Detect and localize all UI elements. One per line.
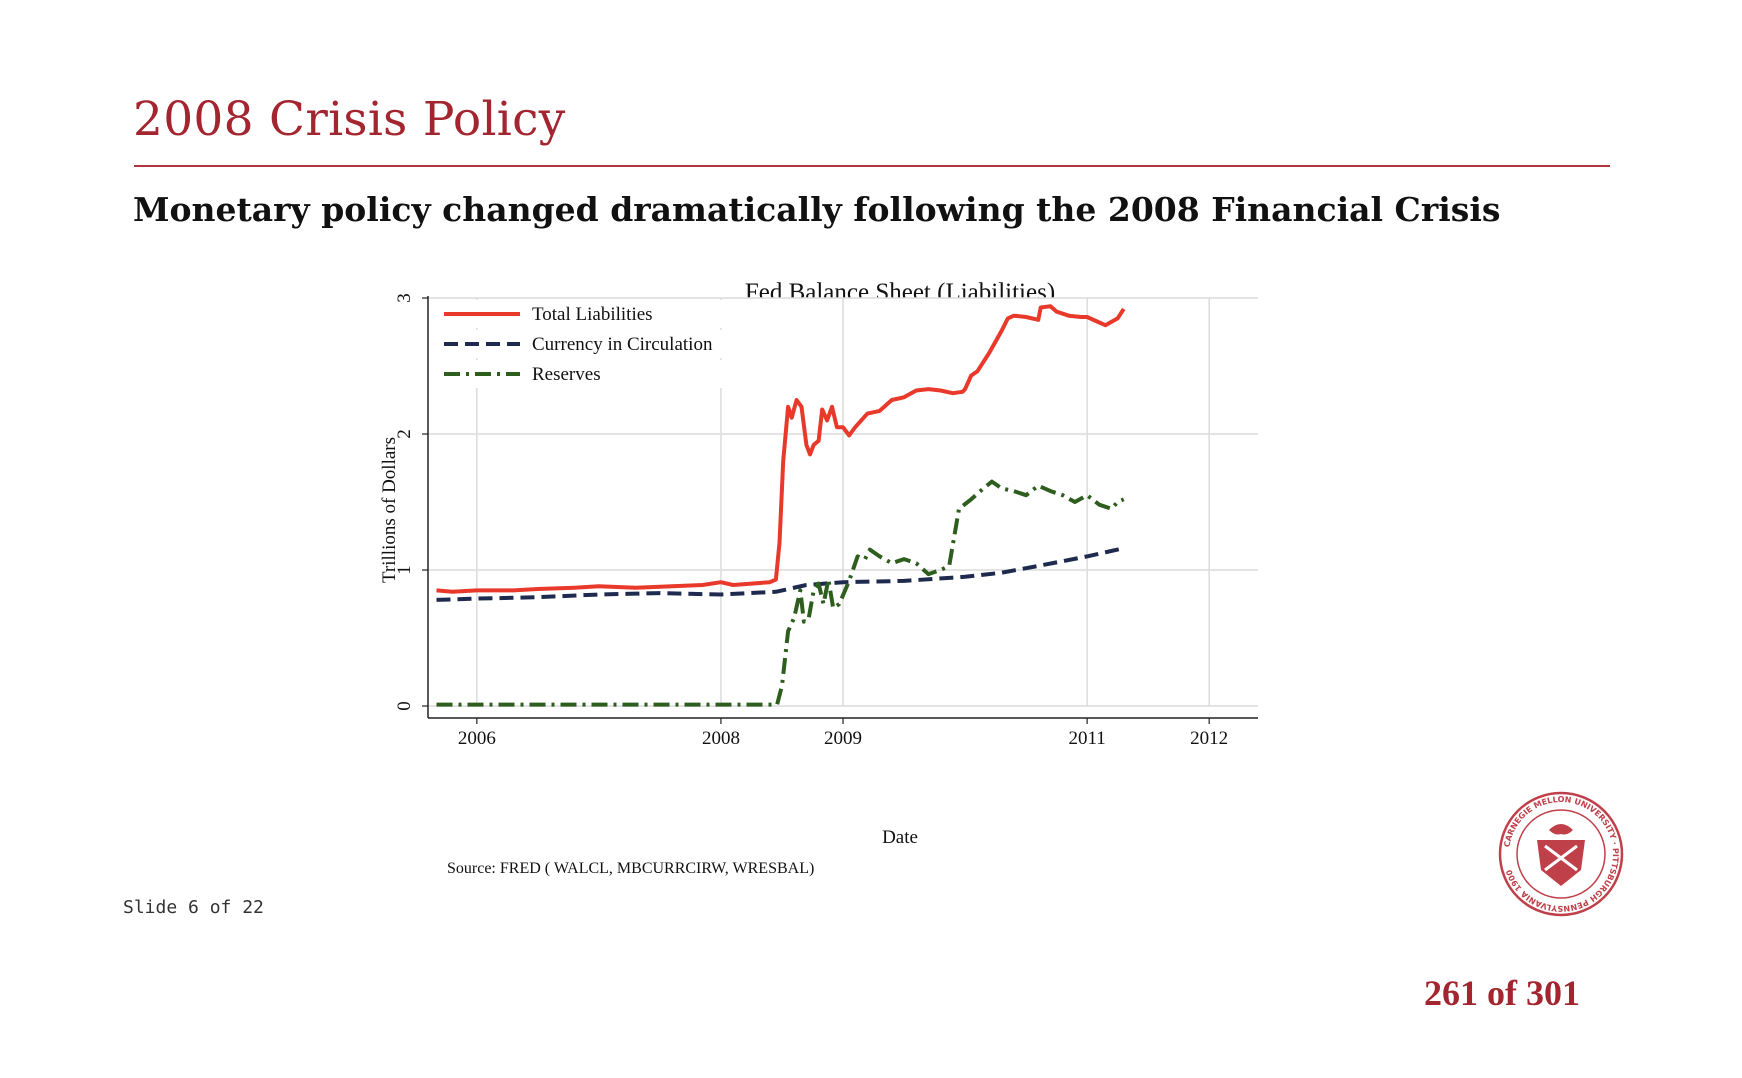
x-tick-label: 2008 xyxy=(702,728,740,749)
y-tick-label: 3 xyxy=(394,293,415,303)
slide-title: 2008 Crisis Policy xyxy=(133,92,566,147)
cmu-seal-logo: CARNEGIE MELLON UNIVERSITY · PITTSBURGH … xyxy=(1497,790,1625,918)
y-tick-label: 0 xyxy=(394,701,415,711)
x-tick-label: 2012 xyxy=(1190,728,1228,749)
title-divider xyxy=(134,165,1610,167)
legend: Total Liabilities Currency in Circulation… xyxy=(436,300,736,388)
x-tick-label: 2006 xyxy=(458,728,496,749)
page-count: 261 of 301 xyxy=(1424,972,1580,1014)
y-axis-label: Trillions of Dollars xyxy=(379,437,400,583)
legend-label: Currency in Circulation xyxy=(532,334,713,355)
gridlines xyxy=(428,298,1258,706)
x-tick-label: 2011 xyxy=(1068,728,1105,749)
fed-balance-sheet-chart: Fed Balance Sheet (Liabilities) 2006 2008… xyxy=(370,268,1390,888)
legend-label: Reserves xyxy=(532,364,601,385)
x-tick-label: 2009 xyxy=(824,728,862,749)
x-axis-label: Date xyxy=(882,827,918,848)
slide-subtitle: Monetary policy changed dramatically fol… xyxy=(133,190,1500,229)
slide-counter: Slide 6 of 22 xyxy=(123,897,264,918)
source-note: Source: FRED ( WALCL, MBCURRCIRW, WRESBA… xyxy=(447,860,814,877)
legend-label: Total Liabilities xyxy=(532,304,653,325)
